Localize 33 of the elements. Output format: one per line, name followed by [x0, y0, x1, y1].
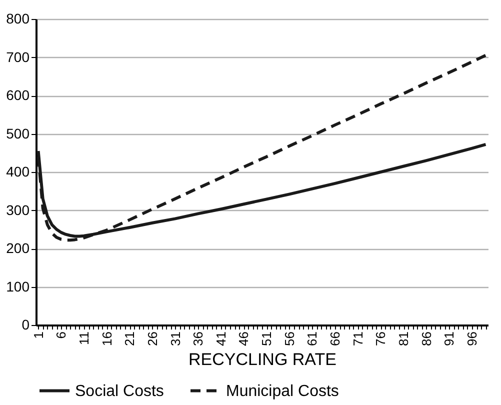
x-tick-label: 41 [213, 332, 228, 346]
y-tick-label: 500 [6, 125, 30, 142]
x-tick-label: 26 [144, 332, 160, 346]
y-tick-label: 400 [6, 164, 30, 180]
x-tick-label: 76 [373, 332, 388, 346]
legend-label: Municipal Costs [226, 382, 339, 400]
legend-label: Social Costs [75, 382, 164, 400]
x-tick-label: 51 [259, 332, 274, 346]
x-tick-label: 31 [168, 332, 183, 346]
x-tick-label: 6 [54, 332, 69, 339]
x-tick-label: 71 [350, 332, 366, 346]
x-tick-label: 61 [304, 332, 320, 346]
x-tick-label: 86 [418, 332, 434, 346]
y-tick-label: 600 [6, 87, 30, 103]
y-tick-label: 800 [6, 10, 30, 26]
x-tick-label: 11 [76, 332, 92, 345]
x-tick-label: 36 [190, 332, 206, 346]
y-tick-label: 100 [6, 278, 30, 294]
x-tick-label: 96 [464, 332, 480, 346]
x-tick-label: 16 [99, 332, 114, 346]
x-tick-label: 81 [396, 332, 412, 346]
y-tick-label: 700 [6, 48, 30, 65]
x-tick-label: 46 [236, 332, 252, 346]
x-axis-title: RECYCLING RATE [188, 350, 336, 369]
x-tick-label: 56 [282, 332, 297, 346]
x-tick-label: 66 [328, 332, 343, 346]
x-tick-label: 21 [122, 332, 138, 346]
y-tick-label: 300 [6, 202, 30, 218]
x-tick-label: 1 [30, 332, 46, 339]
y-tick-label: 0 [22, 316, 30, 332]
y-tick-label: 200 [6, 240, 30, 256]
x-tick-label: 91 [442, 332, 457, 346]
line-series [36, 54, 488, 242]
